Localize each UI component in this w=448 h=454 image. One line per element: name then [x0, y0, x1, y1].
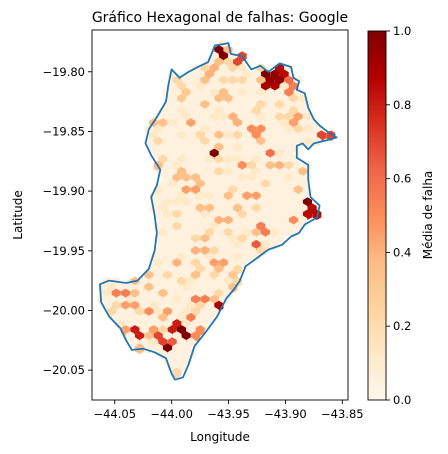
- y-tick-label: −19.85: [42, 124, 85, 138]
- x-axis-ticks: −44.05 −44.00 −43.95 −43.90 −43.85: [93, 400, 364, 421]
- y-tick-label: −19.95: [42, 244, 85, 258]
- colorbar-tick-label: 0.8: [393, 98, 411, 112]
- y-tick-label: −19.80: [42, 65, 85, 79]
- colorbar-ticks: 0.0 0.2 0.4 0.6 0.8 1.0: [386, 24, 411, 407]
- colorbar-tick-label: 0.4: [393, 245, 411, 259]
- plot-area: [91, 29, 349, 401]
- hexbin-cell: [302, 136, 313, 147]
- colorbar-tick-label: 1.0: [393, 24, 411, 38]
- hexbin-layer: [97, 39, 336, 379]
- hexbin-cell: [172, 367, 182, 379]
- x-tick-label: −44.05: [93, 407, 136, 421]
- hexbin-cell: [312, 136, 322, 147]
- city-boundary-outline: [99, 42, 338, 381]
- y-axis-ticks: −19.80 −19.85 −19.90 −19.95 −20.00 −20.05: [42, 65, 92, 377]
- plot-frame: [91, 29, 349, 401]
- x-tick-label: −43.90: [264, 407, 307, 421]
- colorbar-tick-label: 0.0: [393, 393, 411, 407]
- colorbar-tick-label: 0.6: [393, 172, 411, 186]
- chart-title: Gráfico Hexagonal de falhas: Google: [92, 10, 348, 26]
- x-axis-label: Longitude: [190, 430, 250, 444]
- colorbar-tick-label: 0.2: [393, 319, 411, 333]
- x-tick-label: −43.95: [207, 407, 250, 421]
- colorbar-gradient: [367, 30, 387, 401]
- x-tick-label: −43.85: [321, 407, 364, 421]
- colorbar-label: Média de falha: [421, 171, 435, 260]
- colorbar: 0.0 0.2 0.4 0.6 0.8 1.0 Média de falha: [367, 24, 435, 407]
- y-tick-label: −20.00: [42, 303, 85, 317]
- y-axis-label: Latitude: [11, 190, 25, 239]
- x-tick-label: −44.00: [150, 407, 193, 421]
- y-tick-label: −19.90: [42, 184, 85, 198]
- y-tick-label: −20.05: [42, 363, 85, 377]
